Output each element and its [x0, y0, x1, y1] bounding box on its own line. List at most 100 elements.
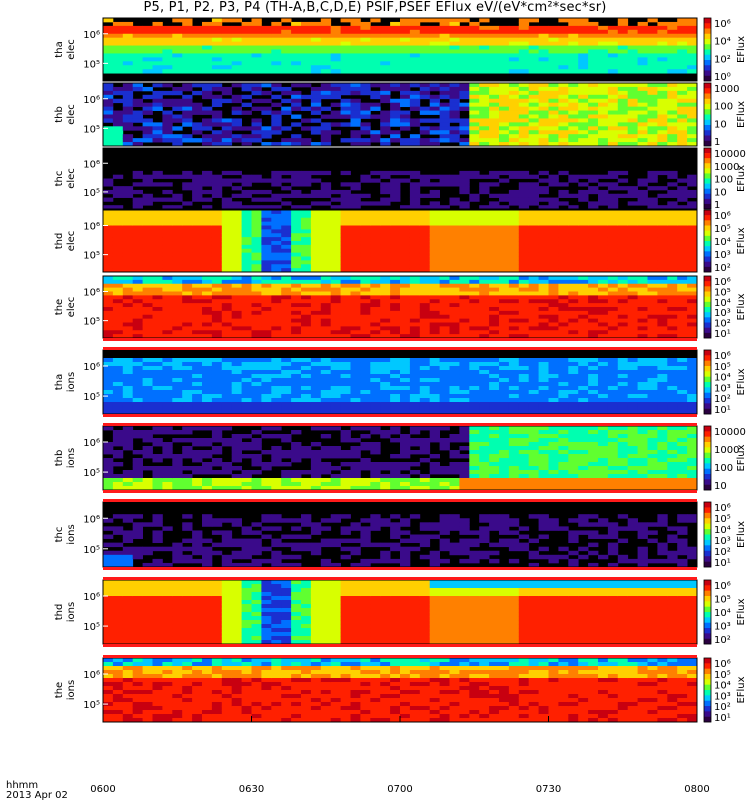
- x-tick-label: 0700: [387, 784, 412, 795]
- colorbar-tick-label: 10⁶: [714, 351, 731, 362]
- y-tick-label: 10⁵: [83, 392, 100, 403]
- x-tick-label: 0630: [239, 784, 264, 795]
- panel-ylabel: thb: [54, 450, 65, 467]
- y-tick-label: 10⁶: [83, 592, 100, 603]
- panel-ylabel: elec: [66, 168, 77, 189]
- colorbar-tick-label: 10: [714, 481, 727, 492]
- colorbar-tick-label: 10²: [714, 394, 731, 405]
- colorbar-tick-label: 10¹: [714, 405, 731, 416]
- panel-ylabel: elec: [66, 104, 77, 125]
- separator-strip: [103, 338, 697, 350]
- separator-strip: [103, 490, 697, 502]
- colorbar-tick-label: 10⁴: [714, 525, 731, 536]
- colorbar-tick-label: 10²: [714, 547, 731, 558]
- colorbar-tick-label: 10³: [714, 250, 731, 261]
- y-tick-label: 10⁶: [83, 362, 100, 373]
- y-tick-label: 10⁵: [83, 700, 100, 711]
- colorbar-label: EFlux: [736, 598, 747, 625]
- y-tick-label: 10⁶: [83, 222, 100, 233]
- panel-ylabel: the: [54, 682, 65, 698]
- y-tick-label: 10⁶: [83, 670, 100, 681]
- colorbar-tick-label: 10⁵: [714, 362, 731, 373]
- panel-ylabel: elec: [66, 39, 77, 60]
- colorbar-tick-label: 10: [714, 187, 727, 198]
- y-tick-label: 10⁶: [83, 159, 100, 170]
- panel-ylabel: thc: [54, 171, 65, 187]
- panel-ylabel: tha: [54, 41, 65, 57]
- panel-ylabel: thd: [54, 233, 65, 250]
- y-tick-label: 10⁵: [83, 251, 100, 262]
- colorbar-tick-label: 10³: [714, 536, 731, 547]
- colorbar-tick-label: 10⁵: [714, 595, 731, 606]
- panel-ylabel: ions: [66, 680, 77, 700]
- colorbar-label: EFlux: [736, 101, 747, 128]
- colorbar-tick-label: 10⁰: [714, 72, 731, 83]
- panel-ylabel: thd: [54, 604, 65, 621]
- colorbar-tick-label: 1000: [714, 84, 739, 95]
- colorbar-tick-label: 10³: [714, 308, 731, 319]
- y-tick-label: 10⁵: [83, 468, 100, 479]
- colorbar-label: EFlux: [736, 521, 747, 548]
- x-tick-label: 0600: [90, 784, 115, 795]
- y-tick-label: 10⁵: [83, 317, 100, 328]
- y-tick-label: 10⁵: [83, 124, 100, 135]
- panel-ylabel: elec: [66, 297, 77, 318]
- colorbar-tick-label: 10000: [714, 149, 746, 160]
- panel-ylabel: ions: [66, 372, 77, 392]
- colorbar-tick-label: 10⁵: [714, 224, 731, 235]
- panel-ylabel: elec: [66, 231, 77, 252]
- colorbar-label: EFlux: [736, 444, 747, 471]
- colorbar-label: EFlux: [736, 227, 747, 254]
- colorbar-tick-label: 1: [714, 200, 720, 211]
- colorbar-tick-label: 1: [714, 137, 720, 148]
- colorbar-tick-label: 10²: [714, 702, 731, 713]
- colorbar-tick-label: 10000: [714, 427, 746, 438]
- panel-ylabel: ions: [66, 602, 77, 622]
- colorbar-tick-label: 10⁶: [714, 211, 731, 222]
- separator-strip: [103, 644, 697, 658]
- colorbar-label: EFlux: [736, 368, 747, 395]
- colorbar-tick-label: 10⁴: [714, 608, 731, 619]
- colorbar-tick-label: 10⁶: [714, 503, 731, 514]
- colorbar-tick-label: 10²: [714, 263, 731, 274]
- y-tick-label: 10⁶: [83, 95, 100, 106]
- colorbar-tick-label: 10⁶: [714, 277, 731, 288]
- colorbar-tick-label: 10³: [714, 691, 731, 702]
- colorbar-tick-label: 10¹: [714, 558, 731, 569]
- y-tick-label: 10⁵: [83, 545, 100, 556]
- colorbar-tick-label: 10⁴: [714, 681, 731, 692]
- panel-ylabel: thc: [54, 527, 65, 543]
- y-tick-label: 10⁶: [83, 438, 100, 449]
- y-tick-label: 10⁶: [83, 30, 100, 41]
- colorbar-tick-label: 10³: [714, 622, 731, 633]
- colorbar-tick-label: 10⁴: [714, 373, 731, 384]
- panel-ylabel: tha: [54, 374, 65, 390]
- y-tick-label: 10⁵: [83, 59, 100, 70]
- colorbar-tick-label: 100: [714, 102, 733, 113]
- y-tick-label: 10⁶: [83, 514, 100, 525]
- panel-ylabel: thb: [54, 106, 65, 123]
- colorbar-label: EFlux: [736, 36, 747, 63]
- colorbar-tick-label: 10⁵: [714, 670, 731, 681]
- y-tick-label: 10⁵: [83, 188, 100, 199]
- x-tick-label: 0800: [684, 784, 709, 795]
- colorbar-tick-label: 10⁵: [714, 287, 731, 298]
- y-tick-label: 10⁶: [83, 288, 100, 299]
